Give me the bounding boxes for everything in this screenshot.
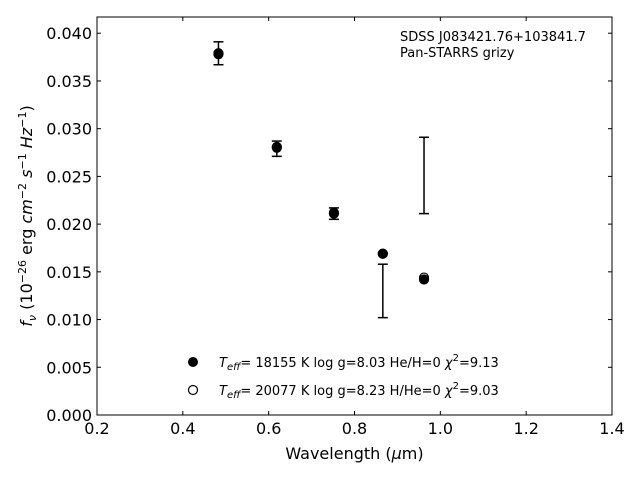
- error-bars: [213, 41, 430, 319]
- y-tick-label: 0.010: [46, 311, 92, 330]
- y-tick-label: 0.025: [46, 167, 92, 186]
- model-point-open: [418, 272, 430, 283]
- legend-entry-1: Teff= 18155 K log g=8.03 He/H=0 χ2=9.13: [219, 353, 499, 373]
- y-tick-label: 0.040: [46, 24, 92, 43]
- model-point-open: [377, 248, 388, 259]
- legend-marker-filled: [188, 357, 198, 367]
- y-tick-label: 0.015: [46, 263, 92, 282]
- legend-entry-2: Teff= 20077 K log g=8.23 H/He=0 χ2=9.03: [219, 381, 499, 401]
- model-point-open: [328, 208, 339, 219]
- model-point-open: [213, 48, 224, 59]
- x-tick-label: 0.4: [170, 419, 195, 438]
- y-axis-label: fν (10−26 erg cm−2 s−1 Hz−1): [16, 105, 39, 326]
- x-tick-label: 0.2: [84, 419, 109, 438]
- object-name: SDSS J083421.76+103841.7: [400, 30, 586, 45]
- ticks: 0.2 0.4 0.6 0.8 1.0 1.2 1.4 0.000 0.005 0.010 0.01…: [46, 17, 625, 438]
- observed-error-bar: [419, 136, 430, 215]
- legend: Teff= 18155 K log g=8.03 He/H=0 χ2=9.13 …: [187, 353, 499, 401]
- x-tick-label: 0.6: [256, 419, 281, 438]
- y-tick-label: 0.005: [46, 358, 92, 377]
- x-tick-label: 1.4: [599, 419, 624, 438]
- x-tick-label: 1.0: [428, 419, 453, 438]
- observed-error-bar: [377, 263, 388, 319]
- x-axis-label: Wavelength (μm): [285, 444, 423, 463]
- plot-area: [96, 16, 613, 416]
- data-points: [213, 48, 430, 285]
- survey-name: Pan-STARRS grizy: [400, 46, 515, 61]
- y-tick-label: 0.020: [46, 215, 92, 234]
- x-tick-label: 0.8: [342, 419, 367, 438]
- y-tick-label: 0.000: [46, 406, 92, 425]
- model-point-open: [271, 141, 282, 152]
- y-tick-label: 0.030: [46, 120, 92, 139]
- y-tick-label: 0.035: [46, 72, 92, 91]
- legend-marker-open: [187, 384, 199, 396]
- x-tick-label: 1.2: [513, 419, 538, 438]
